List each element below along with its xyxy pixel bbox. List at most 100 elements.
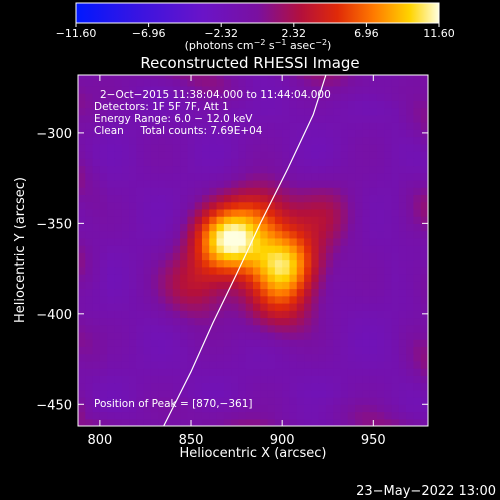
heatmap-cell — [296, 266, 305, 275]
heatmap-cell — [180, 411, 188, 420]
heatmap-cell — [282, 389, 291, 398]
heatmap-cell — [121, 194, 130, 203]
heatmap-cell — [376, 397, 385, 405]
heatmap-cell — [187, 259, 196, 268]
heatmap-cell — [187, 266, 196, 275]
heatmap-cell — [158, 368, 167, 376]
heatmap-cell — [384, 93, 393, 101]
heatmap-cell — [304, 353, 312, 362]
heatmap-cell — [114, 389, 123, 398]
heatmap-cell — [391, 418, 400, 426]
heatmap-cell — [238, 411, 247, 420]
heatmap-cell — [420, 259, 428, 268]
heatmap-cell — [150, 281, 159, 290]
heatmap-cell — [274, 339, 283, 347]
heatmap-cell — [187, 245, 196, 253]
heatmap-cell — [187, 360, 196, 369]
heatmap-cell — [333, 143, 342, 152]
heatmap-cell — [114, 368, 123, 376]
heatmap-cell — [85, 107, 94, 116]
heatmap-cell — [136, 346, 145, 355]
heatmap-cell — [78, 317, 86, 326]
heatmap-cell — [121, 93, 130, 101]
heatmap-cell — [260, 187, 269, 196]
heatmap-cell — [333, 122, 342, 130]
heatmap-cell — [143, 187, 152, 196]
heatmap-cell — [267, 194, 276, 203]
heatmap-cell — [194, 368, 203, 376]
heatmap-cell — [318, 317, 327, 326]
heatmap-cell — [347, 179, 356, 188]
heatmap-cell — [311, 331, 320, 340]
heatmap-cell — [391, 397, 400, 405]
heatmap-cell — [201, 216, 210, 224]
heatmap-cell — [136, 266, 145, 275]
heatmap-cell — [231, 317, 240, 326]
heatmap-cell — [85, 172, 94, 181]
heatmap-cell — [201, 114, 210, 123]
heatmap-cell — [107, 223, 116, 232]
heatmap-cell — [223, 230, 232, 239]
heatmap-cell — [398, 346, 407, 355]
heatmap-cell — [78, 324, 86, 333]
heatmap-cell — [121, 324, 130, 333]
heatmap-cell — [362, 114, 371, 123]
heatmap-cell — [398, 179, 407, 188]
heatmap-cell — [355, 346, 363, 355]
heatmap-cell — [99, 208, 108, 217]
heatmap-cell — [187, 310, 196, 319]
heatmap-cell — [114, 201, 123, 210]
heatmap-cell — [274, 266, 283, 275]
heatmap-cell — [129, 281, 137, 290]
heatmap-cell — [245, 136, 254, 145]
heatmap-cell — [289, 129, 298, 138]
heatmap-cell — [253, 266, 261, 275]
heatmap-cell — [296, 194, 305, 203]
heatmap-cell — [114, 165, 123, 174]
heatmap-cell — [158, 389, 167, 398]
heatmap-cell — [194, 324, 203, 333]
heatmap-cell — [274, 411, 283, 420]
heatmap-cell — [121, 245, 130, 253]
heatmap-cell — [201, 353, 210, 362]
heatmap-cell — [333, 404, 342, 413]
heatmap-cell — [201, 143, 210, 152]
heatmap-cell — [121, 85, 130, 94]
heatmap-cell — [78, 302, 86, 311]
heatmap-cell — [216, 172, 225, 181]
heatmap-cell — [420, 339, 428, 347]
heatmap-cell — [231, 245, 240, 253]
heatmap-cell — [318, 259, 327, 268]
heatmap-cell — [340, 346, 349, 355]
heatmap-cell — [304, 114, 312, 123]
heatmap-cell — [253, 223, 261, 232]
heatmap-cell — [187, 223, 196, 232]
heatmap-cell — [245, 331, 254, 340]
heatmap-cell — [136, 310, 145, 319]
heatmap-cell — [340, 375, 349, 384]
heatmap-cell — [355, 208, 363, 217]
heatmap-cell — [333, 136, 342, 145]
heatmap-cell — [107, 353, 116, 362]
heatmap-cell — [85, 100, 94, 109]
heatmap-cell — [223, 100, 232, 109]
heatmap-cell — [245, 404, 254, 413]
heatmap-cell — [282, 295, 291, 304]
heatmap-cell — [143, 288, 152, 297]
heatmap-cell — [413, 288, 422, 297]
heatmap-cell — [114, 404, 123, 413]
heatmap-cell — [231, 310, 240, 319]
heatmap-cell — [85, 223, 94, 232]
heatmap-cell — [274, 129, 283, 138]
heatmap-cell — [231, 324, 240, 333]
heatmap-cell — [296, 302, 305, 311]
heatmap-cell — [318, 85, 327, 94]
heatmap-cell — [333, 310, 342, 319]
heatmap-cell — [158, 353, 167, 362]
heatmap-cell — [114, 223, 123, 232]
heatmap-cell — [333, 100, 342, 109]
heatmap-cell — [209, 397, 218, 405]
heatmap-cell — [347, 230, 356, 239]
heatmap-cell — [99, 368, 108, 376]
heatmap-cell — [201, 411, 210, 420]
